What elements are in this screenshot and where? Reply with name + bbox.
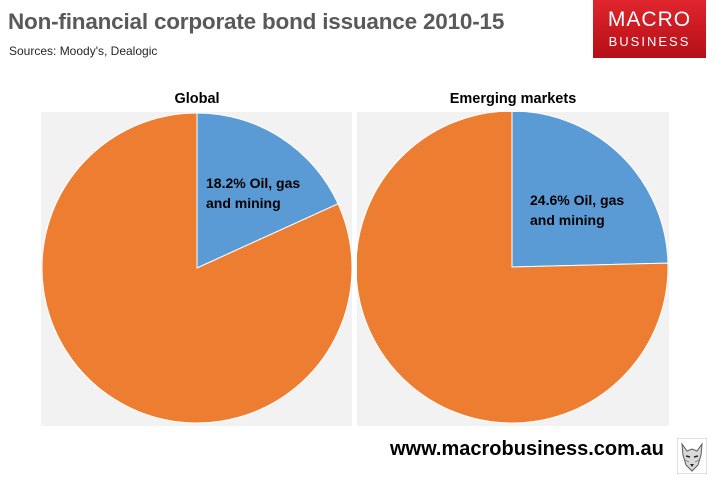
- pie-chart-emerging-markets: [357, 112, 669, 424]
- brand-logo[interactable]: MACRO BUSINESS: [593, 0, 706, 58]
- slice-label-line-2: and mining: [206, 195, 281, 211]
- pie-panel-emerging-markets: [357, 112, 669, 426]
- slice-label-line-2: and mining: [530, 212, 605, 228]
- slice-label-line-1: 24.6% Oil, gas: [530, 192, 625, 208]
- wolf-icon: [677, 438, 707, 474]
- pie-chart-global: [41, 112, 352, 424]
- pie-slice-global-other: [41, 112, 352, 424]
- chart-subtitle: Sources: Moody's, Dealogic: [9, 44, 158, 58]
- slice-label-global-oil-gas-mining: 18.2% Oil, gas and mining: [206, 173, 300, 213]
- slice-label-emerging-oil-gas-mining: 24.6% Oil, gas and mining: [530, 190, 624, 230]
- pie-slice-emerging-markets-oil-gas-mining: [511, 112, 669, 268]
- chart-title: Non-financial corporate bond issuance 20…: [8, 9, 505, 34]
- pie-slice-emerging-markets-other: [357, 112, 669, 424]
- website-url[interactable]: www.macrobusiness.com.au: [390, 438, 664, 460]
- logo-line-2: BUSINESS: [608, 34, 691, 49]
- pie-title-emerging-markets: Emerging markets: [449, 91, 577, 107]
- logo-line-1: MACRO: [607, 8, 692, 31]
- pie-panel-global: [41, 112, 352, 426]
- pie-slice-global-oil-gas-mining: [196, 112, 339, 269]
- pie-title-global: Global: [174, 91, 220, 107]
- slice-label-line-1: 18.2% Oil, gas: [206, 175, 301, 191]
